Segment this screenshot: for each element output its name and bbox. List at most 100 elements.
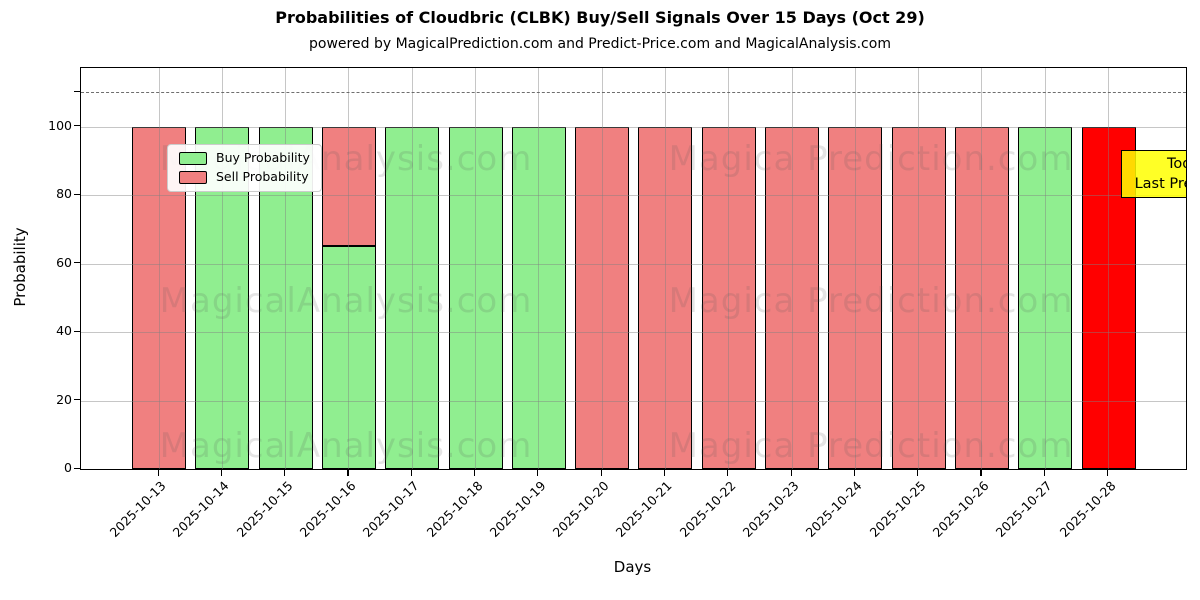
watermark-text: MagicalAnalysis.com <box>159 426 533 466</box>
ytick-mark-40 <box>74 330 80 332</box>
bar-2025-10-22-sell <box>701 126 756 469</box>
gridline-y-100 <box>81 126 1186 128</box>
bar-2025-10-16-sell <box>321 126 376 247</box>
dashed-threshold-line <box>81 92 1186 94</box>
gridline-x-2025-10-26 <box>981 68 983 469</box>
xtick-2025-10-27: 2025-10-27 <box>992 478 1055 540</box>
xtick-2025-10-23: 2025-10-23 <box>739 478 802 540</box>
legend-item-sell: Sell Probability <box>179 171 310 184</box>
gridline-x-2025-10-16 <box>348 68 350 469</box>
xtick-mark-2025-10-21 <box>663 469 666 476</box>
bar-2025-10-27-buy <box>1018 126 1073 469</box>
gridline-x-2025-10-22 <box>728 68 730 469</box>
xtick-2025-10-21: 2025-10-21 <box>613 478 675 540</box>
gridline-y-60 <box>81 263 1186 265</box>
gridline-y-40 <box>81 332 1186 333</box>
xtick-mark-2025-10-14 <box>220 469 222 476</box>
gridline-x-2025-10-18 <box>475 68 476 469</box>
xtick-mark-2025-10-22 <box>727 469 729 476</box>
chart-title: Probabilities of Cloudbric (CLBK) Buy/Se… <box>275 8 925 27</box>
bar-2025-10-26-sell <box>954 126 1009 469</box>
xtick-2025-10-26: 2025-10-26 <box>929 478 992 540</box>
ytick-60: 60 <box>56 254 72 270</box>
xtick-2025-10-24: 2025-10-24 <box>802 478 865 540</box>
xtick-mark-2025-10-16 <box>347 469 349 476</box>
xtick-mark-2025-10-20 <box>600 469 602 476</box>
chart-subtitle: powered by MagicalPrediction.com and Pre… <box>309 36 891 52</box>
xtick-2025-10-17: 2025-10-17 <box>359 478 422 540</box>
gridline-x-2025-10-23 <box>791 68 793 469</box>
ytick-mark-80 <box>74 193 80 195</box>
xtick-mark-2025-10-18 <box>474 469 476 476</box>
today-annotation: Today Last Prediction <box>1121 150 1186 198</box>
xtick-2025-10-20: 2025-10-20 <box>549 478 612 540</box>
xtick-mark-2025-10-13 <box>157 469 159 476</box>
ytick-0: 0 <box>64 460 72 475</box>
watermark-text: MagicalAnalysis.com <box>159 281 533 321</box>
xtick-mark-2025-10-19 <box>537 469 539 476</box>
ytick-100: 100 <box>48 117 72 133</box>
plot-area: Buy Probability Sell Probability Today La… <box>80 67 1187 470</box>
gridline-x-2025-10-24 <box>854 68 856 469</box>
legend: Buy Probability Sell Probability <box>167 144 322 192</box>
xtick-2025-10-19: 2025-10-19 <box>486 478 549 540</box>
xtick-mark-2025-10-26 <box>980 469 982 476</box>
gridline-y-80 <box>81 195 1186 196</box>
gridline-x-2025-10-20 <box>601 68 603 469</box>
xtick-2025-10-16: 2025-10-16 <box>296 478 359 540</box>
ytick-80: 80 <box>56 186 72 201</box>
xtick-2025-10-25: 2025-10-25 <box>866 478 929 540</box>
gridline-x-2025-10-21 <box>664 68 666 469</box>
ytick-mark-0 <box>74 467 80 469</box>
xtick-2025-10-15: 2025-10-15 <box>233 478 296 540</box>
xtick-2025-10-14: 2025-10-14 <box>169 478 232 540</box>
gridline-x-2025-10-15 <box>285 68 287 469</box>
bar-2025-10-18-buy <box>448 126 503 469</box>
bar-2025-10-19-buy <box>511 126 566 469</box>
gridline-x-2025-10-28 <box>1108 68 1109 469</box>
gridline-x-2025-10-25 <box>918 68 920 469</box>
ytick-mark-dashed <box>74 91 80 93</box>
xtick-mark-2025-10-17 <box>410 469 412 476</box>
today-annotation-line2: Last Prediction <box>1134 176 1186 192</box>
ytick-mark-20 <box>74 399 80 401</box>
ytick-40: 40 <box>56 323 72 338</box>
x-axis-label: Days <box>613 558 652 576</box>
xtick-2025-10-28: 2025-10-28 <box>1056 478 1119 540</box>
xtick-mark-2025-10-27 <box>1043 469 1045 476</box>
legend-swatch-sell <box>179 171 207 184</box>
bar-2025-10-21-sell <box>638 126 693 469</box>
xtick-2025-10-13: 2025-10-13 <box>106 478 169 540</box>
ytick-20: 20 <box>56 391 72 407</box>
bar-2025-10-23-sell <box>765 126 819 469</box>
ytick-mark-60 <box>74 262 80 264</box>
xtick-mark-2025-10-25 <box>917 469 919 476</box>
legend-label-sell: Sell Probability <box>216 169 309 185</box>
bar-2025-10-17-buy <box>385 126 440 469</box>
gridline-x-2025-10-17 <box>411 68 413 469</box>
watermark-text: Magica Prediction.com <box>668 281 1074 321</box>
watermark-text: Magica Prediction.com <box>668 139 1074 179</box>
xtick-2025-10-22: 2025-10-22 <box>676 478 739 540</box>
xtick-mark-2025-10-15 <box>284 469 286 476</box>
legend-label-buy: Buy Probability <box>216 150 310 166</box>
bar-2025-10-25-sell <box>891 126 946 469</box>
gridline-x-2025-10-19 <box>538 68 540 469</box>
gridline-y-20 <box>81 400 1186 402</box>
gridline-x-2025-10-13 <box>158 68 160 469</box>
legend-item-buy: Buy Probability <box>179 152 310 165</box>
xtick-2025-10-18: 2025-10-18 <box>423 478 486 540</box>
bar-2025-10-20-sell <box>575 126 630 469</box>
legend-swatch-buy <box>179 152 207 165</box>
gridline-x-2025-10-14 <box>221 68 223 469</box>
gridline-x-2025-10-27 <box>1044 68 1046 469</box>
xtick-mark-2025-10-23 <box>790 469 792 476</box>
bar-2025-10-24-sell <box>828 126 883 469</box>
xtick-mark-2025-10-28 <box>1107 469 1109 476</box>
bar-2025-10-16-buy <box>321 246 376 469</box>
today-annotation-line1: Today <box>1167 155 1186 172</box>
watermark-text: Magica Prediction.com <box>668 426 1074 466</box>
ytick-mark-100 <box>74 125 80 127</box>
xtick-mark-2025-10-24 <box>853 469 855 476</box>
